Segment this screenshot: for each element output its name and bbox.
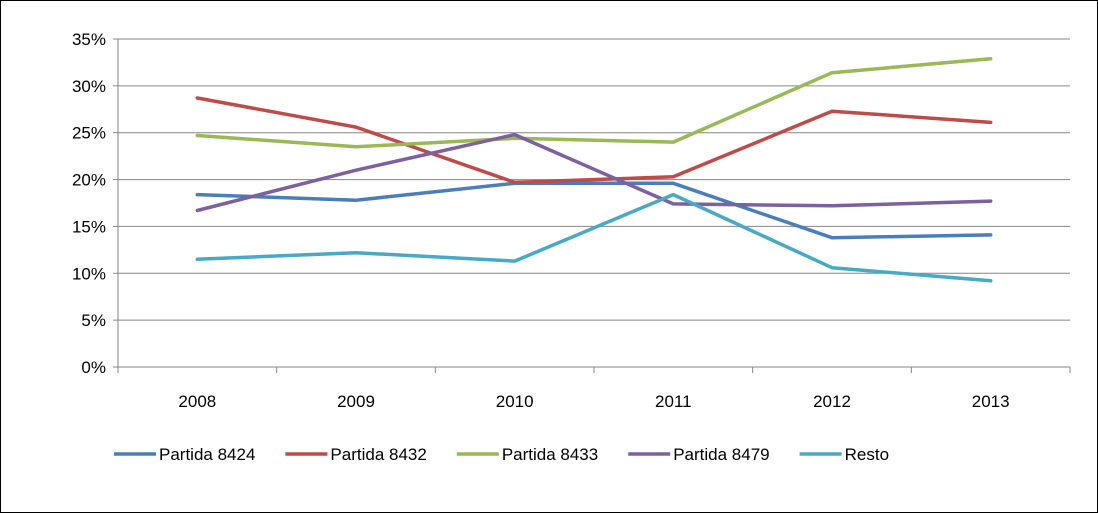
legend-label: Partida 8433: [502, 445, 598, 464]
x-tick-label: 2012: [813, 392, 851, 411]
series-line: [195, 96, 993, 185]
x-tick-label: 2008: [178, 392, 216, 411]
legend: Partida 8424 Partida 8432 Partida 8433 Part…: [114, 445, 889, 464]
series-lines: [195, 56, 993, 283]
series-line: [195, 56, 993, 149]
series-line: [195, 192, 993, 283]
legend-item: Resto: [799, 445, 889, 464]
y-tick-label: 5%: [81, 311, 106, 330]
series-line: [195, 181, 993, 240]
legend-label: Partida 8424: [159, 445, 255, 464]
x-tick-label: 2009: [337, 392, 375, 411]
y-tick-label: 35%: [72, 30, 106, 49]
y-tick-label: 10%: [72, 264, 106, 283]
x-tick-label: 2011: [655, 392, 692, 411]
y-tick-label: 0%: [81, 358, 106, 377]
series-line: [195, 132, 993, 213]
legend-label: Partida 8432: [330, 445, 426, 464]
legend-item: Partida 8479: [628, 445, 770, 464]
legend-label: Partida 8479: [673, 445, 769, 464]
legend-item: Partida 8433: [456, 445, 598, 464]
y-tick-label: 15%: [72, 217, 106, 236]
y-tick-label: 20%: [72, 171, 106, 190]
legend-item: Partida 8424: [114, 445, 255, 464]
x-tick-label: 2010: [496, 392, 534, 411]
legend-item: Partida 8432: [285, 445, 427, 464]
y-tick-label: 25%: [72, 124, 106, 143]
axes: 0% 5% 10% 15% 20% 25% 30% 35% 2008 2009 2010 2011 20…: [72, 30, 1071, 411]
legend-label: Resto: [845, 445, 889, 464]
y-tick-label: 30%: [72, 77, 106, 96]
x-tick-label: 2013: [972, 392, 1010, 411]
